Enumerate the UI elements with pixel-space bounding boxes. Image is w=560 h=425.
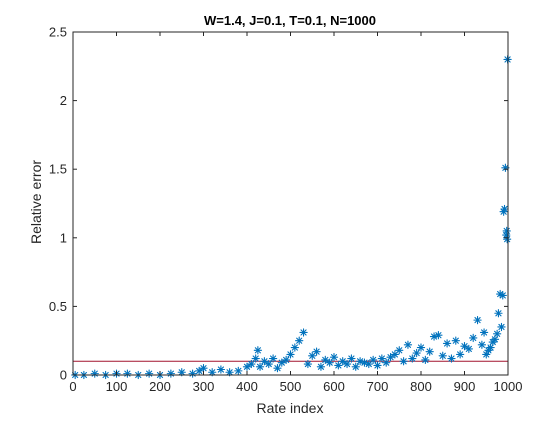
- data-point: [273, 363, 282, 373]
- x-tick-label: 300: [193, 379, 215, 394]
- y-tick-label: 1: [60, 230, 67, 245]
- y-tick-label: 2.5: [49, 25, 67, 40]
- data-point: [286, 350, 295, 359]
- x-tick-label: 800: [410, 379, 432, 394]
- y-tick-label: 0: [60, 368, 67, 383]
- data-point: [338, 357, 347, 366]
- data-point: [216, 365, 226, 374]
- data-point: [382, 358, 391, 367]
- data-point: [399, 357, 408, 366]
- data-point: [502, 226, 511, 236]
- x-tick-label: 100: [106, 379, 128, 394]
- data-point: [403, 340, 413, 349]
- data-point: [477, 340, 487, 349]
- data-point: [498, 291, 507, 300]
- data-point: [494, 309, 503, 318]
- data-point: [268, 354, 278, 363]
- data-point: [368, 355, 378, 365]
- data-point: [479, 328, 489, 337]
- data-point: [242, 362, 252, 371]
- data-point: [460, 342, 469, 351]
- data-point: [166, 369, 176, 378]
- data-point: [500, 204, 509, 214]
- data-point: [395, 346, 404, 355]
- data-point: [316, 362, 326, 371]
- ticks-layer: 0 100 200 300 400 500 600 700 800 900 1000 0 0.5 1 1.5…: [49, 25, 523, 395]
- data-point: [473, 315, 482, 325]
- data-point: [469, 333, 478, 343]
- data-point: [281, 355, 291, 365]
- data-point: [421, 355, 430, 365]
- y-axis-title: Relative error: [28, 160, 44, 244]
- axes-layer: [72, 31, 509, 376]
- data-point: [264, 359, 273, 369]
- data-point: [464, 344, 474, 354]
- data-point: [208, 368, 217, 377]
- data-point: [438, 351, 447, 360]
- data-point: [351, 362, 360, 371]
- data-point: [342, 359, 352, 369]
- data-point: [199, 363, 208, 373]
- data-point: [329, 353, 339, 362]
- data-point: [347, 354, 356, 363]
- data-point: [253, 346, 263, 355]
- data-point: [447, 354, 456, 363]
- data-point: [251, 354, 260, 363]
- data-point: [373, 361, 382, 370]
- data-point: [303, 359, 313, 369]
- x-tick-label: 1000: [494, 379, 523, 394]
- data-point: [412, 348, 421, 358]
- data-point: [321, 355, 330, 365]
- data-point: [416, 343, 426, 352]
- data-point: [299, 328, 308, 337]
- y-tick-label: 1.5: [49, 162, 67, 177]
- data-point: [325, 358, 334, 367]
- data-point: [290, 343, 300, 352]
- data-point: [425, 347, 434, 356]
- data-point: [497, 322, 506, 332]
- data-point: [123, 369, 132, 378]
- data-point: [455, 350, 465, 359]
- x-tick-label: 0: [69, 379, 76, 394]
- x-tick-label: 400: [236, 379, 258, 394]
- x-tick-label: 700: [367, 379, 389, 394]
- data-point: [255, 362, 265, 371]
- data-point: [442, 339, 452, 348]
- data-point: [195, 366, 204, 376]
- data-point: [434, 331, 443, 340]
- data-point: [502, 235, 512, 244]
- data-point: [90, 369, 99, 378]
- data-point: [312, 347, 321, 356]
- data-point: [234, 366, 243, 376]
- data-point: [408, 354, 417, 363]
- data-points-layer: [71, 55, 512, 380]
- plot-area-box: [72, 31, 509, 376]
- x-tick-label: 600: [323, 379, 345, 394]
- x-tick-label: 500: [280, 379, 302, 394]
- x-axis-title: Rate index: [257, 400, 324, 416]
- data-point: [364, 359, 373, 369]
- data-point: [386, 353, 395, 362]
- data-point: [492, 329, 502, 338]
- chart-title: W=1.4, J=0.1, T=0.1, N=1000: [204, 13, 376, 28]
- data-point: [260, 357, 269, 366]
- x-tick-label: 900: [454, 379, 476, 394]
- data-point: [144, 369, 154, 378]
- data-point: [295, 336, 304, 345]
- data-point: [277, 358, 286, 367]
- x-tick-label: 200: [149, 379, 171, 394]
- data-point: [247, 359, 256, 369]
- data-point: [451, 336, 460, 345]
- y-tick-label: 2: [60, 93, 67, 108]
- y-tick-label: 0.5: [49, 299, 67, 314]
